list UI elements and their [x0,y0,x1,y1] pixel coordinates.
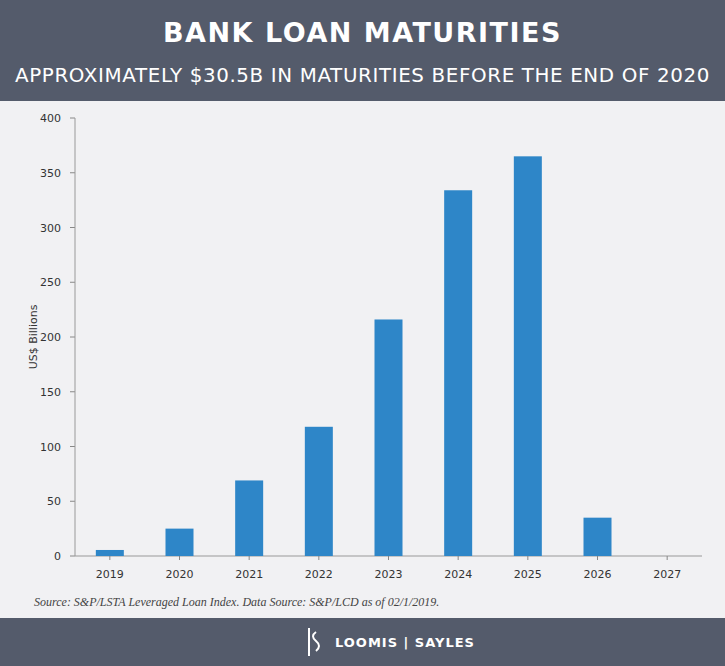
y-tick [70,172,75,173]
bar [653,556,681,557]
x-tick [388,556,389,560]
y-tick-label: 300 [40,222,61,235]
y-tick [70,227,75,228]
title: BANK LOAN MATURITIES [163,17,562,48]
y-tick-label: 50 [47,495,61,508]
x-tick-label: 2027 [653,568,681,581]
logo-mark [313,632,319,651]
x-tick-label: 2021 [235,568,263,581]
bar [96,550,124,556]
y-tick-label: 0 [54,550,61,563]
y-tick [70,118,75,119]
bars [96,156,612,556]
source-note: Source: S&P/LSTA Leveraged Loan Index. D… [34,595,439,609]
x-tick-label: 2020 [166,568,194,581]
bar [444,190,472,556]
y-tick [70,556,75,557]
x-tick [109,556,110,560]
x-tick [597,556,598,560]
bar [584,518,612,556]
x-tick [249,556,250,560]
x-tick-label: 2022 [305,568,333,581]
y-tick-label: 200 [40,331,61,344]
x-tick-label: 2025 [514,568,542,581]
y-tick [70,391,75,392]
x-tick [667,556,668,560]
x-tick-label: 2019 [96,568,124,581]
x-tick [458,556,459,560]
y-tick [70,446,75,447]
header-band [0,0,725,101]
x-tick-label: 2024 [444,568,472,581]
y-tick-label: 400 [40,112,61,125]
y-tick [70,337,75,338]
y-tick [70,282,75,283]
x-tick [318,556,319,560]
x-tick [179,556,180,560]
bar [514,156,542,556]
footer-band [0,618,725,666]
x-tick [527,556,528,560]
y-tick-label: 150 [40,386,61,399]
x-tick-label: 2026 [584,568,612,581]
bar [375,319,403,556]
bar [305,427,333,556]
bar [166,529,194,556]
background [0,0,725,666]
y-tick-label: 250 [40,276,61,289]
chart-svg: BANK LOAN MATURITIES APPROXIMATELY $30.5B… [0,0,725,666]
y-axis-label: US$ Billions [27,304,40,369]
y-axis [75,118,76,556]
y-tick-label: 350 [40,167,61,180]
subtitle: APPROXIMATELY $30.5B IN MATURITIES BEFOR… [15,64,710,86]
chart-root: BANK LOAN MATURITIES APPROXIMATELY $30.5B… [0,0,725,666]
footer-text: LOOMIS | SAYLES [335,635,475,650]
x-tick-label: 2023 [375,568,403,581]
logo-mark [308,628,310,656]
bar [235,480,263,556]
y-tick [70,501,75,502]
y-tick-label: 100 [40,441,61,454]
